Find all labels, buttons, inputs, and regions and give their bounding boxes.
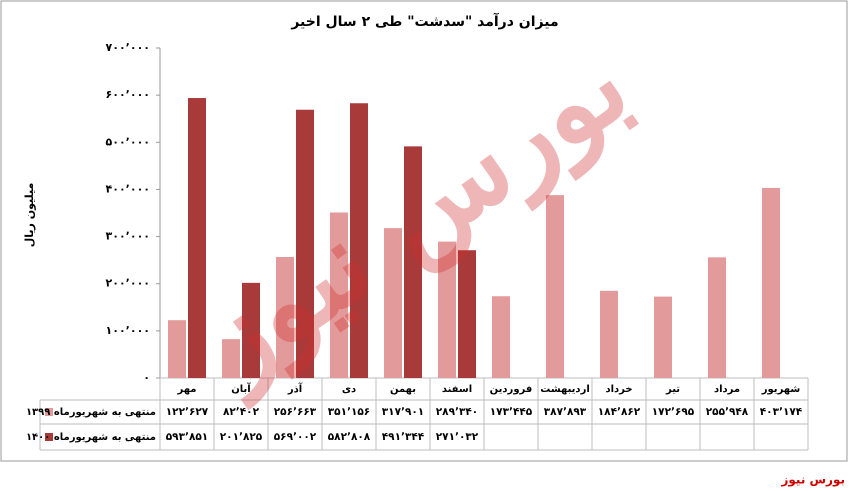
- bar: [492, 296, 510, 378]
- bar: [438, 241, 456, 378]
- source: بورس نیوز: [780, 473, 845, 488]
- table-value: ۴۰۳٬۱۷۴: [760, 406, 803, 418]
- table-value: ۲۵۶٬۶۶۳: [274, 406, 317, 418]
- x-tick-label: اسفند: [442, 384, 472, 395]
- bar: [350, 103, 368, 379]
- table-value: ۵۶۹٬۰۰۲: [274, 431, 317, 443]
- table-value: ۳۵۱٬۱۵۶: [328, 406, 370, 418]
- y-tick-label: ۱۰۰٬۰۰۰: [106, 324, 150, 337]
- bar: [708, 257, 726, 378]
- bar: [458, 250, 476, 378]
- bar: [600, 290, 618, 378]
- legend-swatch: [45, 408, 53, 416]
- table-value: ۲۰۱٬۸۲۵: [220, 431, 263, 443]
- x-tick-label: خرداد: [605, 384, 632, 395]
- y-tick-label: ۶۰۰٬۰۰۰: [106, 88, 150, 101]
- x-tick-label: آبان: [231, 382, 251, 395]
- bar: [546, 195, 564, 378]
- table-value: ۱۸۴٬۸۶۲: [598, 406, 641, 418]
- y-tick-label: ۴۰۰٬۰۰۰: [106, 182, 150, 195]
- bar: [330, 212, 348, 378]
- bar: [404, 146, 422, 378]
- table-value: ۳۸۷٬۸۹۳: [544, 406, 587, 418]
- y-axis-label: میلیون ریال: [23, 183, 36, 248]
- legend-label: منتهی به شهریورماه ۱۴۰۰: [26, 432, 156, 443]
- table-value: ۸۲٬۴۰۲: [223, 406, 260, 418]
- table-value: ۱۷۲٬۶۹۵: [652, 406, 695, 418]
- table-value: ۱۷۳٬۴۴۵: [490, 406, 533, 418]
- x-tick-label: آذر: [287, 382, 303, 395]
- bar: [222, 339, 240, 378]
- x-tick-label: مرداد: [714, 384, 740, 395]
- table-value: ۱۲۲٬۶۲۷: [166, 406, 209, 418]
- chart-title: میزان درآمد "سدشت" طی ۲ سال اخیر: [290, 12, 558, 30]
- table-value: ۴۹۱٬۳۴۴: [382, 431, 425, 443]
- x-tick-label: اردیبهشت: [540, 384, 590, 395]
- bar: [276, 257, 294, 378]
- bar: [242, 282, 260, 378]
- bar: [762, 187, 780, 378]
- table-value: ۵۹۳٬۸۵۱: [166, 431, 208, 443]
- x-tick-label: مهر: [176, 384, 196, 395]
- bar: [296, 109, 314, 379]
- x-tick-label: بهمن: [390, 384, 416, 395]
- x-tick-label: دی: [342, 384, 356, 395]
- bar: [384, 228, 402, 378]
- frame: [0, 0, 848, 462]
- y-tick-label: ۰: [143, 371, 150, 384]
- y-tick-label: ۷۰۰٬۰۰۰: [106, 41, 150, 54]
- legend-label: منتهی به شهریورماه ۱۳۹۹: [26, 407, 156, 418]
- table-value: ۲۵۵٬۹۴۸: [706, 406, 749, 418]
- x-tick-label: فروردین: [490, 384, 533, 395]
- table-value: ۵۸۲٬۸۰۸: [328, 431, 371, 443]
- x-tick-label: شهریور: [761, 384, 801, 395]
- y-tick-label: ۲۰۰٬۰۰۰: [106, 277, 150, 290]
- bar: [188, 98, 206, 378]
- y-tick-label: ۳۰۰٬۰۰۰: [106, 230, 150, 243]
- table-value: ۲۸۹٬۳۴۰: [436, 406, 478, 418]
- table-value: ۲۷۱٬۰۳۲: [436, 431, 479, 443]
- bar: [168, 320, 186, 378]
- bar: [654, 296, 672, 378]
- y-tick-label: ۵۰۰٬۰۰۰: [106, 135, 150, 148]
- table-value: ۳۱۷٬۹۰۱: [382, 406, 424, 418]
- legend-swatch: [45, 433, 53, 441]
- x-tick-label: تیر: [665, 384, 680, 395]
